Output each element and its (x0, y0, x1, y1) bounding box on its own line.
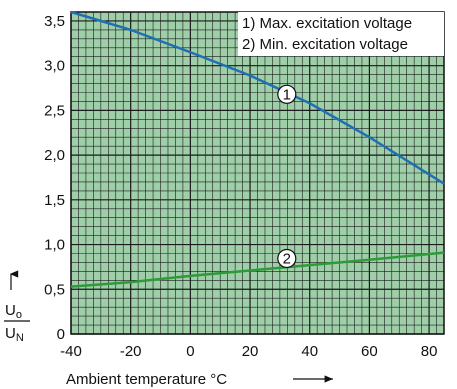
y-denominator-symbol: U (5, 325, 16, 342)
y-tick-label: 1,0 (44, 237, 65, 254)
y-numerator-symbol: U (5, 302, 16, 319)
series-line-2 (70, 251, 445, 288)
legend-entry-max: 1) Max. excitation voltage (242, 15, 412, 32)
x-tick-label: 60 (361, 343, 378, 360)
y-tick-label: 3,0 (44, 58, 65, 75)
x-axis-label: Ambient temperature °C (66, 371, 227, 388)
y-tick-label: 0,5 (44, 281, 65, 298)
series-markers: 12 (277, 84, 297, 269)
y-numerator-subscript: o (16, 309, 22, 321)
y-tick-label: 1,5 (44, 192, 65, 209)
y-axis-ticks: 0 0,5 1,0 1,5 2,0 2,5 3,0 3,5 (44, 13, 65, 343)
y-tick-label: 2,0 (44, 147, 65, 164)
series-marker-label-1: 1 (283, 86, 291, 103)
y-denominator-subscript: N (16, 332, 24, 344)
x-tick-label: 40 (301, 343, 318, 360)
x-tick-label: 80 (421, 343, 438, 360)
y-tick-label: 0 (57, 326, 65, 343)
legend (238, 12, 444, 56)
y-tick-label: 2,5 (44, 102, 65, 119)
y-axis-label-numerator: Uo (5, 302, 22, 321)
legend-entry-min: 2) Min. excitation voltage (242, 36, 408, 53)
series-marker-circle-2 (277, 248, 297, 269)
series-marker-circle-1 (277, 84, 297, 104)
series-group (70, 10, 445, 288)
x-tick-label: -20 (120, 343, 142, 360)
y-axis-label-denominator: UN (5, 325, 24, 344)
series-line-1 (70, 10, 445, 185)
x-tick-label: 20 (242, 343, 259, 360)
y-tick-label: 3,5 (44, 13, 65, 30)
x-tick-label: -40 (60, 343, 82, 360)
series-marker-label-2: 2 (283, 250, 291, 267)
x-axis-ticks: -40 -20 0 20 40 60 80 (60, 343, 437, 360)
grid (70, 11, 445, 335)
x-tick-label: 0 (186, 343, 194, 360)
